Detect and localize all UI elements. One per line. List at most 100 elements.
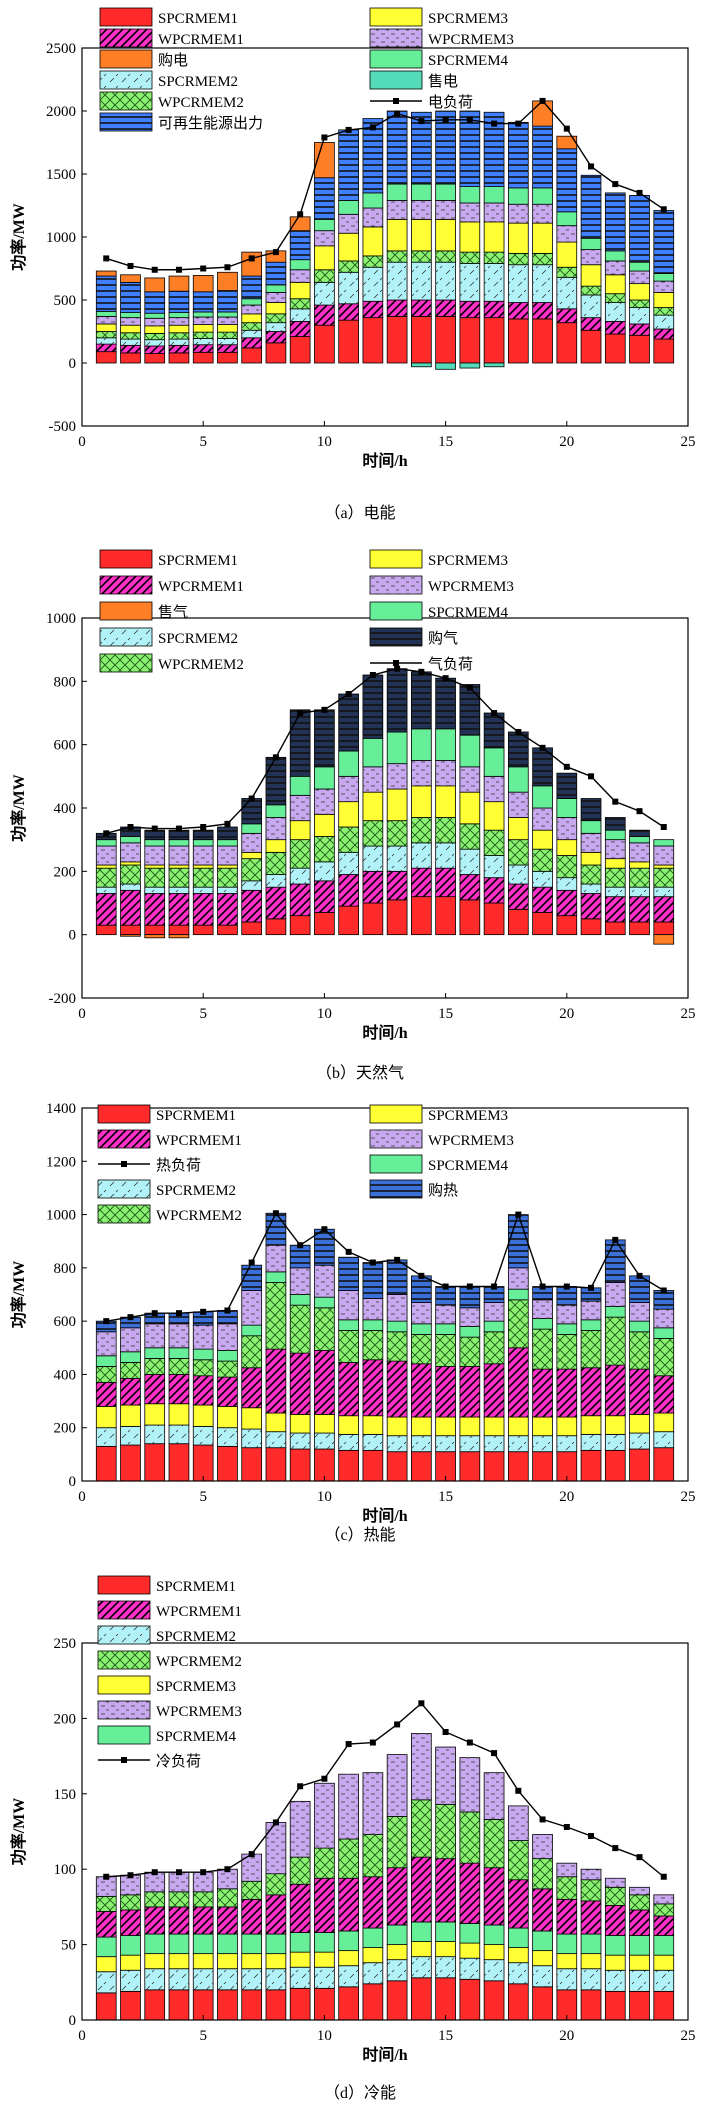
y-tick-label: 2000	[46, 104, 76, 120]
bar-wpcrmem1-t13-hatch	[387, 871, 408, 900]
bar-wpcrmem2-t15-hatch	[435, 817, 456, 843]
bar-spcrmem4-t19	[532, 187, 553, 205]
bar-spcrmem3-t12	[362, 1415, 384, 1435]
bar-wpcrmem2-t1-hatch	[96, 868, 117, 888]
point-electric-load-t9	[297, 211, 304, 218]
bar-spcrmem4-t22	[604, 829, 626, 841]
bar-wpcrmem3-t13-hatch	[387, 763, 408, 789]
bar-wpcrmem3-t1-hatch	[96, 1876, 117, 1897]
bar-spcrmem2-t17-hatch	[484, 855, 505, 878]
bar-wpcrmem2-t5-hatch	[193, 332, 214, 339]
legend-label-spcrmem3: SPCRMEM3	[428, 11, 508, 27]
bar-wpcrmem3-t4-hatch	[169, 317, 189, 326]
bar-wpcrmem2-t20-hatch	[556, 1876, 577, 1900]
bar-buy-heat-t10-hatch	[314, 1229, 335, 1266]
bar-wpcrmem1-t24-hatch	[653, 328, 674, 340]
bar-spcrmem3-t15	[435, 1941, 456, 1958]
bar-spcrmem3-t2	[120, 1404, 141, 1427]
bar-wpcrmem3-t17-hatch	[484, 1772, 505, 1820]
bar-spcrmem4-t5	[192, 1348, 214, 1361]
bar-wpcrmem2-t18-hatch	[508, 1299, 529, 1348]
bar-wpcrmem1-t4-hatch	[169, 893, 189, 926]
bar-spcrmem3-t11	[338, 232, 359, 262]
bar-wpcrmem2-t13-hatch	[387, 1331, 408, 1362]
bar-spcrmem4-t12	[362, 1319, 384, 1331]
bar-renewable-output-t12-hatch	[362, 118, 383, 193]
bar-spcrmem2-t18-hatch	[508, 865, 529, 884]
bar-renewable-output-t23-hatch	[629, 195, 650, 263]
chart-panel-3: 0 5 10 15 20 25 0 200 400 600 800 1000 1200 1400 时间/h 功…	[9, 1101, 696, 1544]
point-electric-load-t10	[321, 134, 328, 141]
bar-buy-gas-t23-hatch	[629, 830, 650, 837]
bar-spcrmem1-t10	[314, 912, 335, 936]
bar-spcrmem2-t21-hatch	[581, 1968, 601, 1990]
bar-wpcrmem3-t12-hatch	[362, 208, 383, 227]
bar-spcrmem2-t15-hatch	[435, 262, 456, 300]
bar-wpcrmem2-t13-hatch	[387, 820, 408, 846]
bar-wpcrmem3-t8-hatch	[265, 1245, 286, 1272]
bar-spcrmem4-t9	[289, 775, 311, 796]
point-gas-load-t2	[127, 824, 134, 830]
bar-buy-electricity-t2	[120, 274, 141, 283]
bar-spcrmem4-t4	[168, 839, 190, 847]
legend-swatch-wpcrmem1-hatch	[98, 1601, 150, 1619]
bar-buy-gas-t19-hatch	[532, 747, 553, 786]
bar-spcrmem3-t13	[386, 1416, 408, 1437]
x-axis-label: 时间/h	[362, 1506, 407, 1525]
bar-wpcrmem3-t18-hatch	[508, 1805, 529, 1841]
x-tick-label: 20	[559, 434, 574, 450]
bar-buy-gas-t3-hatch	[144, 830, 165, 840]
bar-wpcrmem2-t13-hatch	[387, 250, 408, 263]
point-cooling-load-t8	[272, 1819, 279, 1826]
legend-label-wpcrmem3: WPCRMEM3	[156, 1704, 242, 1720]
bar-wpcrmem1-t14-hatch	[411, 300, 432, 317]
line-cooling-load	[106, 1702, 665, 1878]
bar-wpcrmem2-t1-hatch	[96, 1896, 117, 1912]
bar-wpcrmem2-t14-hatch	[411, 1334, 432, 1364]
point-gas-load-t16	[466, 684, 473, 691]
bar-renewable-output-t13-hatch	[387, 111, 408, 185]
bar-buy-electricity-t6	[217, 271, 238, 291]
bar-spcrmem3-t6	[217, 1953, 238, 1970]
legend-label-renewable-output: 可再生能源出力	[158, 115, 263, 132]
y-tick-label: 1200	[46, 1154, 76, 1170]
bar-spcrmem1-t8	[265, 918, 287, 936]
bar-spcrmem3-t17	[483, 1944, 505, 1961]
point-cooling-load-t9	[297, 1783, 304, 1790]
bar-spcrmem2-t8-hatch	[265, 1431, 286, 1448]
bar-spcrmem1-t12	[362, 317, 384, 364]
bar-spcrmem4-t24	[653, 1327, 675, 1339]
bar-spcrmem4-t5	[192, 311, 214, 318]
bar-spcrmem2-t22-hatch	[605, 302, 626, 322]
bar-spcrmem1-t4	[168, 352, 190, 364]
bar-renewable-output-t1-hatch	[96, 276, 117, 312]
bar-wpcrmem1-t3-hatch	[144, 893, 165, 926]
bar-buy-gas-t9-hatch	[290, 709, 311, 777]
bar-spcrmem3-t10	[314, 1951, 335, 1968]
bar-wpcrmem2-t20-hatch	[556, 855, 577, 878]
bar-spcrmem4-t14	[411, 1921, 432, 1942]
point-heat-load-t19	[539, 1283, 546, 1290]
legend-label-spcrmem1: SPCRMEM1	[156, 1579, 236, 1595]
bar-spcrmem3-t8	[265, 839, 287, 853]
bar-wpcrmem1-t20-hatch	[556, 890, 577, 916]
bar-wpcrmem2-t12-hatch	[362, 820, 383, 846]
bar-wpcrmem3-t2-hatch	[120, 1327, 141, 1352]
bar-wpcrmem1-t18-hatch	[508, 1347, 529, 1418]
x-tick-label: 25	[681, 434, 696, 450]
bar-wpcrmem3-t14-hatch	[411, 1733, 432, 1800]
y-tick-label: 0	[69, 356, 77, 372]
bar-spcrmem4-t5	[192, 1933, 214, 1955]
bar-spcrmem1-t5	[192, 1444, 214, 1482]
bar-spcrmem4-t19	[532, 785, 553, 809]
bar-wpcrmem3-t6-hatch	[217, 846, 238, 865]
point-gas-load-t4	[175, 825, 182, 832]
bar-spcrmem2-t14-hatch	[411, 1956, 432, 1978]
bar-spcrmem4-t16	[459, 734, 481, 768]
bar-wpcrmem1-t13-hatch	[387, 300, 408, 317]
bar-buy-gas-t20-hatch	[556, 773, 577, 799]
bar-renewable-output-t19-hatch	[532, 126, 553, 188]
bar-wpcrmem2-t8-hatch	[265, 313, 286, 323]
bar-spcrmem4-t24	[653, 273, 675, 282]
bar-spcrmem3-t11	[338, 1950, 359, 1967]
